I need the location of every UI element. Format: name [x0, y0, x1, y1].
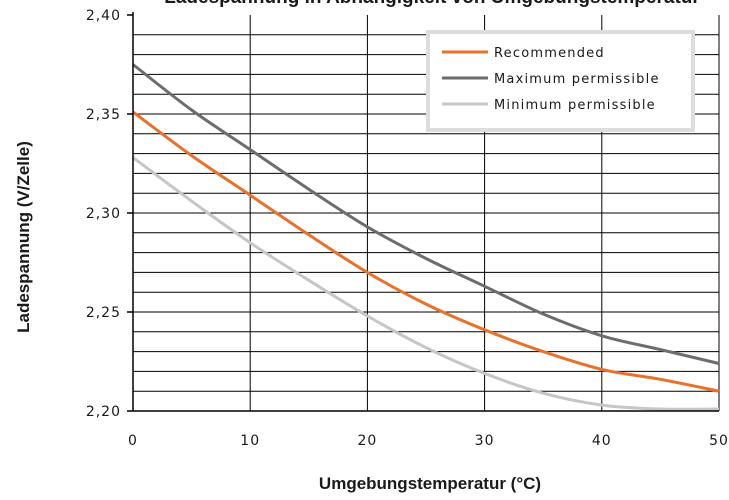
legend-box	[426, 30, 695, 132]
y-tick-label: 2,35	[86, 107, 121, 123]
x-tick-label: 30	[475, 433, 495, 449]
x-tick-label: 10	[240, 433, 260, 449]
y-axis-label: Ladespannung (V/Zelle)	[14, 141, 33, 333]
series-line-maximum-permissible	[132, 63, 720, 365]
axes	[127, 12, 719, 412]
x-tick-label: 20	[357, 433, 377, 449]
legend-label-recommended: Recommended	[494, 46, 605, 61]
tick-labels: 2,20 2,25 2,30 2,35 2,40 0 10 20 30 40 50	[86, 8, 729, 449]
series-line-minimum-permissible	[132, 156, 720, 411]
y-tick-label: 2,30	[86, 206, 121, 222]
x-tick-label: 40	[592, 433, 612, 449]
y-tick-label: 2,20	[86, 404, 121, 420]
legend-label-maximum-permissible: Maximum permissible	[494, 72, 660, 87]
y-tick-label: 2,40	[86, 8, 121, 24]
y-tick-label: 2,25	[86, 305, 121, 321]
chart-title: Ladespannung in Abhängigkeit von Umgebun…	[164, 0, 700, 8]
x-tick-label: 50	[709, 433, 729, 449]
legend: Recommended Maximum permissible Minimum pe…	[426, 30, 695, 132]
legend-label-minimum-permissible: Minimum permissible	[494, 98, 656, 113]
series-lines	[132, 63, 720, 411]
x-tick-label: 0	[128, 433, 138, 449]
x-axis-label: Umgebungstemperatur (°C)	[319, 474, 541, 493]
series-line-recommended	[132, 110, 720, 393]
